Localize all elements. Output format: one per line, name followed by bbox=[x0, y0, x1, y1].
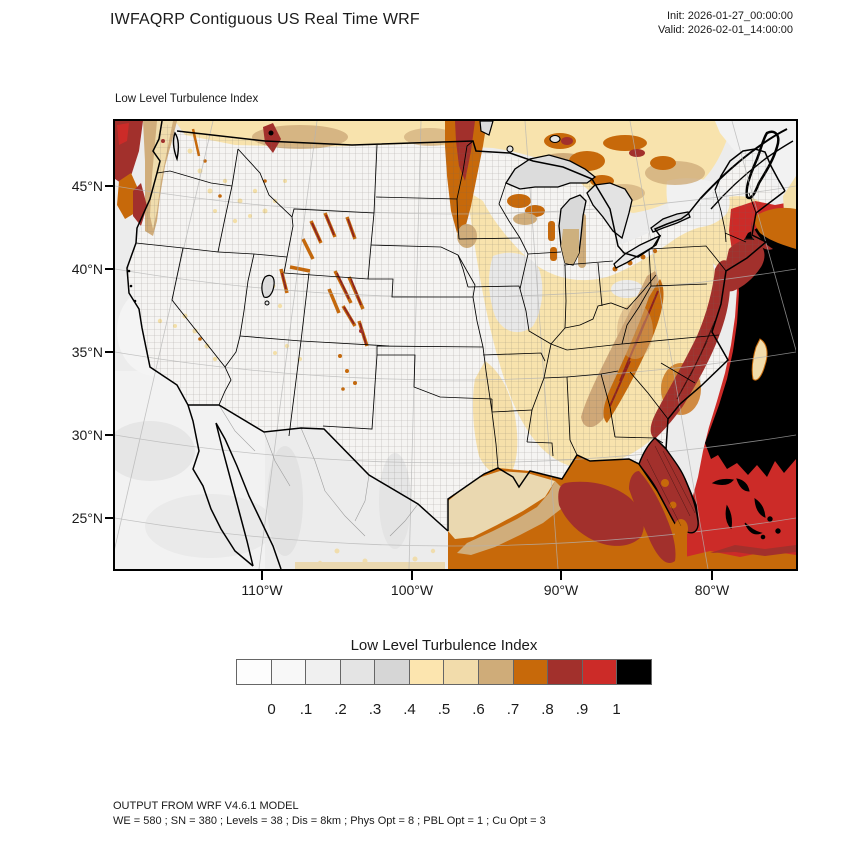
lon-tick-mark bbox=[711, 571, 713, 580]
lon-tick-label: 80°W bbox=[694, 582, 730, 598]
colorbar-tick-label: .2 bbox=[334, 701, 347, 718]
coastlines bbox=[126, 121, 786, 569]
colorbar-tick-label: .1 bbox=[299, 701, 313, 718]
lat-tick-mark bbox=[105, 434, 114, 436]
colorbar-cell bbox=[617, 660, 651, 684]
lon-tick-mark bbox=[560, 571, 562, 580]
lat-tick-mark bbox=[105, 185, 114, 187]
colorbar-tick-label: .9 bbox=[575, 701, 589, 718]
state-borders bbox=[135, 140, 757, 469]
lon-tick-label: 110°W bbox=[241, 582, 283, 598]
page-title: IWFAQRP Contiguous US Real Time WRF bbox=[110, 11, 420, 28]
lon-tick-mark bbox=[261, 571, 263, 580]
lat-tick-label: 30°N bbox=[71, 427, 103, 443]
lat-tick-mark bbox=[105, 351, 114, 353]
colorbar-cell bbox=[582, 660, 618, 684]
colorbar-cell bbox=[548, 660, 583, 684]
init-time-label: Init: 2026-01-27_00:00:00 bbox=[667, 10, 793, 22]
map-subtitle: Low Level Turbulence Index bbox=[115, 93, 259, 105]
colorbar-cell bbox=[444, 660, 480, 684]
lon-tick-mark bbox=[411, 571, 413, 580]
colorbar-cell bbox=[306, 660, 341, 684]
valid-time-label: Valid: 2026-02-01_14:00:00 bbox=[658, 24, 793, 36]
colorbar-tick-label: .8 bbox=[541, 701, 554, 718]
colorbar-tick-label: .5 bbox=[437, 701, 451, 718]
graticule bbox=[115, 121, 796, 569]
colorbar bbox=[236, 659, 652, 685]
great-lakes bbox=[505, 154, 691, 269]
colorbar-title: Low Level Turbulence Index bbox=[350, 637, 538, 654]
colorbar-cell bbox=[340, 660, 376, 684]
map-canvas bbox=[115, 121, 796, 569]
lat-tick-mark bbox=[105, 268, 114, 270]
colorbar-tick-label: 0 bbox=[267, 701, 276, 718]
colorbar-cell bbox=[479, 660, 514, 684]
colorbar-cell bbox=[513, 660, 549, 684]
colorbar-tick-label: .6 bbox=[472, 701, 485, 718]
colorbar-tick-label: 1 bbox=[612, 701, 621, 718]
colorbar-tick-label: .7 bbox=[506, 701, 520, 718]
colorbar-cell bbox=[409, 660, 445, 684]
colorbar-cell bbox=[271, 660, 307, 684]
footer-line-1: OUTPUT FROM WRF V4.6.1 MODEL bbox=[113, 800, 299, 812]
lat-tick-mark bbox=[105, 517, 114, 519]
run-times: Init: 2026-01-27_00:00:00 Valid: 2026-02… bbox=[658, 9, 793, 37]
lat-tick-label: 35°N bbox=[71, 344, 103, 360]
footer-line-2: WE = 580 ; SN = 380 ; Levels = 38 ; Dis … bbox=[113, 814, 546, 827]
lat-tick-label: 45°N bbox=[71, 178, 103, 194]
colorbar-tick-label: .3 bbox=[368, 701, 382, 718]
lat-tick-label: 40°N bbox=[71, 261, 103, 277]
footer: OUTPUT FROM WRF V4.6.1 MODEL WE = 580 ; … bbox=[113, 799, 546, 828]
colorbar-tick-label: .4 bbox=[403, 701, 416, 718]
map-area: 45°N 40°N 35°N 30°N 25°N 110°W 100°W 90°W 80°W bbox=[72, 119, 798, 598]
lon-tick-label: 100°W bbox=[390, 582, 434, 598]
lon-tick-label: 90°W bbox=[543, 582, 579, 598]
colorbar-cell bbox=[237, 660, 272, 684]
colorbar-cell bbox=[375, 660, 410, 684]
lat-tick-label: 25°N bbox=[71, 510, 103, 526]
